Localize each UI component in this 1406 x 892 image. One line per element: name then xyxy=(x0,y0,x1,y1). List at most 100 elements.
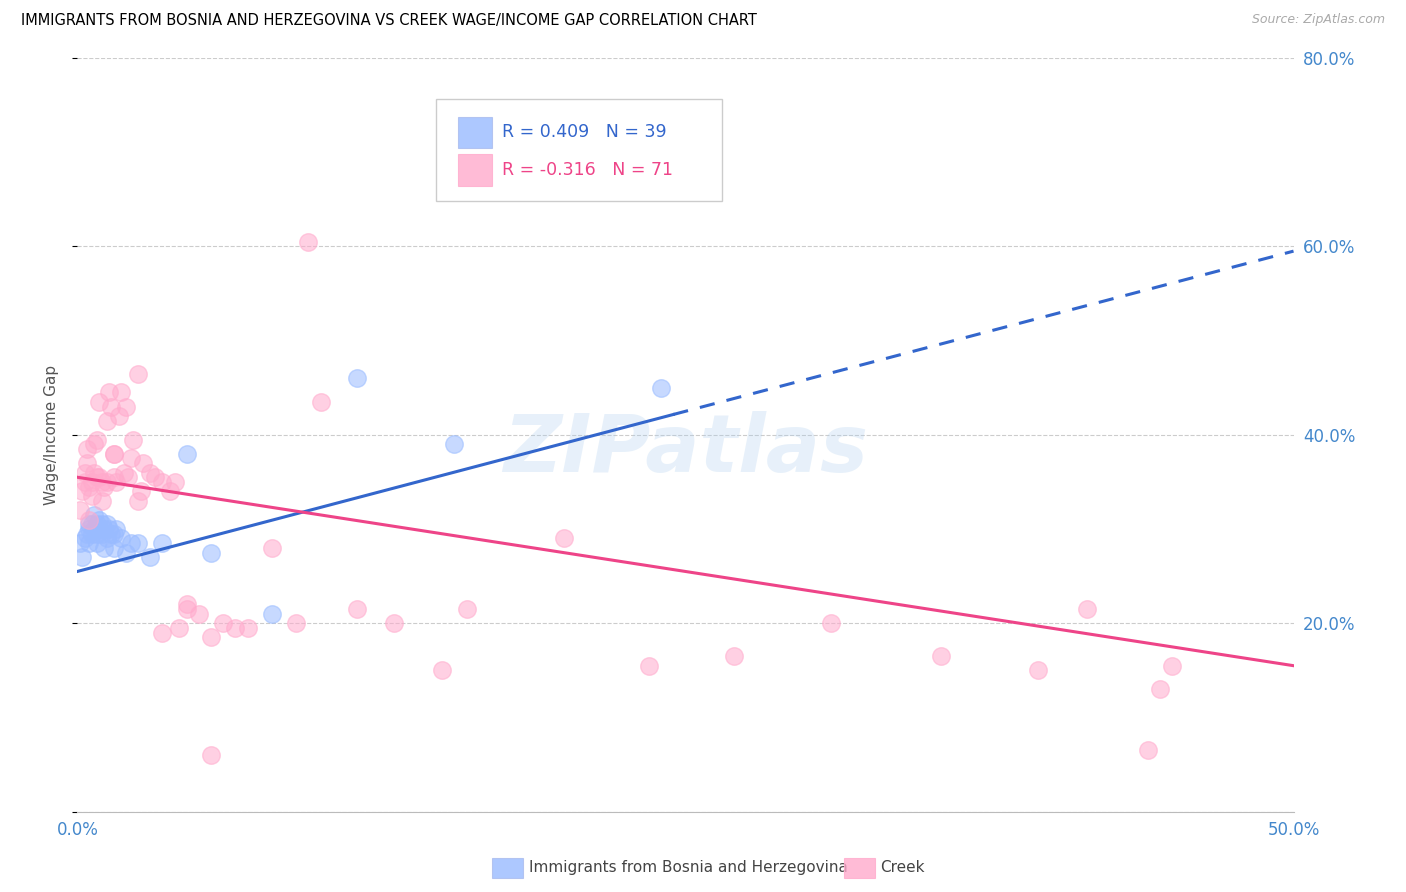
Point xyxy=(96,475,118,489)
Point xyxy=(96,532,118,546)
Point xyxy=(103,470,125,484)
Point xyxy=(79,517,101,532)
Point xyxy=(86,433,108,447)
Point xyxy=(346,602,368,616)
Text: ZIPatlas: ZIPatlas xyxy=(503,411,868,489)
Point xyxy=(346,371,368,385)
Point xyxy=(69,503,91,517)
Point xyxy=(115,400,138,414)
Point xyxy=(93,541,115,555)
Point xyxy=(820,616,842,631)
Point xyxy=(1149,682,1171,697)
Point xyxy=(139,550,162,565)
Point xyxy=(159,484,181,499)
Point xyxy=(100,400,122,414)
FancyBboxPatch shape xyxy=(436,99,721,202)
Point xyxy=(163,475,186,489)
Point xyxy=(79,522,101,536)
Point xyxy=(89,395,111,409)
Point xyxy=(79,513,101,527)
Point xyxy=(200,748,222,763)
Point xyxy=(90,475,112,489)
Point xyxy=(73,532,96,546)
Point xyxy=(129,484,152,499)
Point xyxy=(80,489,103,503)
Point xyxy=(236,621,259,635)
Point xyxy=(152,475,174,489)
Point xyxy=(127,367,149,381)
Point xyxy=(200,546,222,560)
Point xyxy=(86,536,108,550)
Point xyxy=(80,517,103,532)
Point xyxy=(90,493,112,508)
Point xyxy=(100,526,122,541)
Point xyxy=(73,466,96,480)
Text: R = 0.409   N = 39: R = 0.409 N = 39 xyxy=(502,123,666,141)
Point xyxy=(152,625,174,640)
Point xyxy=(132,456,155,470)
Point xyxy=(382,616,405,631)
Point xyxy=(97,522,120,536)
Text: Creek: Creek xyxy=(880,861,925,875)
Point xyxy=(105,475,128,489)
Point xyxy=(553,532,575,546)
Point xyxy=(110,385,132,400)
Text: R = -0.316   N = 71: R = -0.316 N = 71 xyxy=(502,161,673,178)
Point xyxy=(650,381,672,395)
Point xyxy=(110,532,132,546)
Point xyxy=(103,447,125,461)
Point xyxy=(93,480,115,494)
Point xyxy=(176,447,198,461)
Point xyxy=(723,649,745,664)
Point xyxy=(86,526,108,541)
Point xyxy=(83,466,105,480)
Point xyxy=(638,658,661,673)
Point xyxy=(297,235,319,249)
Point xyxy=(89,470,111,484)
Point xyxy=(70,550,93,565)
Point xyxy=(83,522,105,536)
Point xyxy=(143,470,166,484)
Point xyxy=(79,536,101,550)
Point xyxy=(80,475,103,489)
Point xyxy=(1136,743,1159,757)
Point xyxy=(70,484,93,499)
Point xyxy=(260,607,283,621)
Point xyxy=(105,522,128,536)
Point xyxy=(79,480,101,494)
Point xyxy=(89,522,111,536)
Point xyxy=(76,442,98,456)
Point xyxy=(212,616,235,631)
Point xyxy=(929,649,952,664)
Point xyxy=(89,513,111,527)
Point xyxy=(117,470,139,484)
Point xyxy=(1076,602,1098,616)
Point xyxy=(76,456,98,470)
Point xyxy=(309,395,332,409)
Point xyxy=(80,526,103,541)
Point xyxy=(139,466,162,480)
Point xyxy=(97,385,120,400)
Point xyxy=(90,517,112,532)
Point xyxy=(83,437,105,451)
Point xyxy=(260,541,283,555)
Point xyxy=(200,631,222,645)
Text: Immigrants from Bosnia and Herzegovina: Immigrants from Bosnia and Herzegovina xyxy=(529,861,848,875)
Point xyxy=(73,475,96,489)
Point xyxy=(285,616,308,631)
Point xyxy=(127,493,149,508)
Point xyxy=(112,466,135,480)
Point xyxy=(103,526,125,541)
Point xyxy=(152,536,174,550)
Point xyxy=(76,526,98,541)
FancyBboxPatch shape xyxy=(458,154,492,186)
Point xyxy=(224,621,246,635)
Point xyxy=(432,664,454,678)
Point xyxy=(86,517,108,532)
Point xyxy=(122,433,145,447)
Point xyxy=(120,451,142,466)
Point xyxy=(69,536,91,550)
Text: Source: ZipAtlas.com: Source: ZipAtlas.com xyxy=(1251,13,1385,27)
Point xyxy=(176,598,198,612)
Point xyxy=(93,522,115,536)
